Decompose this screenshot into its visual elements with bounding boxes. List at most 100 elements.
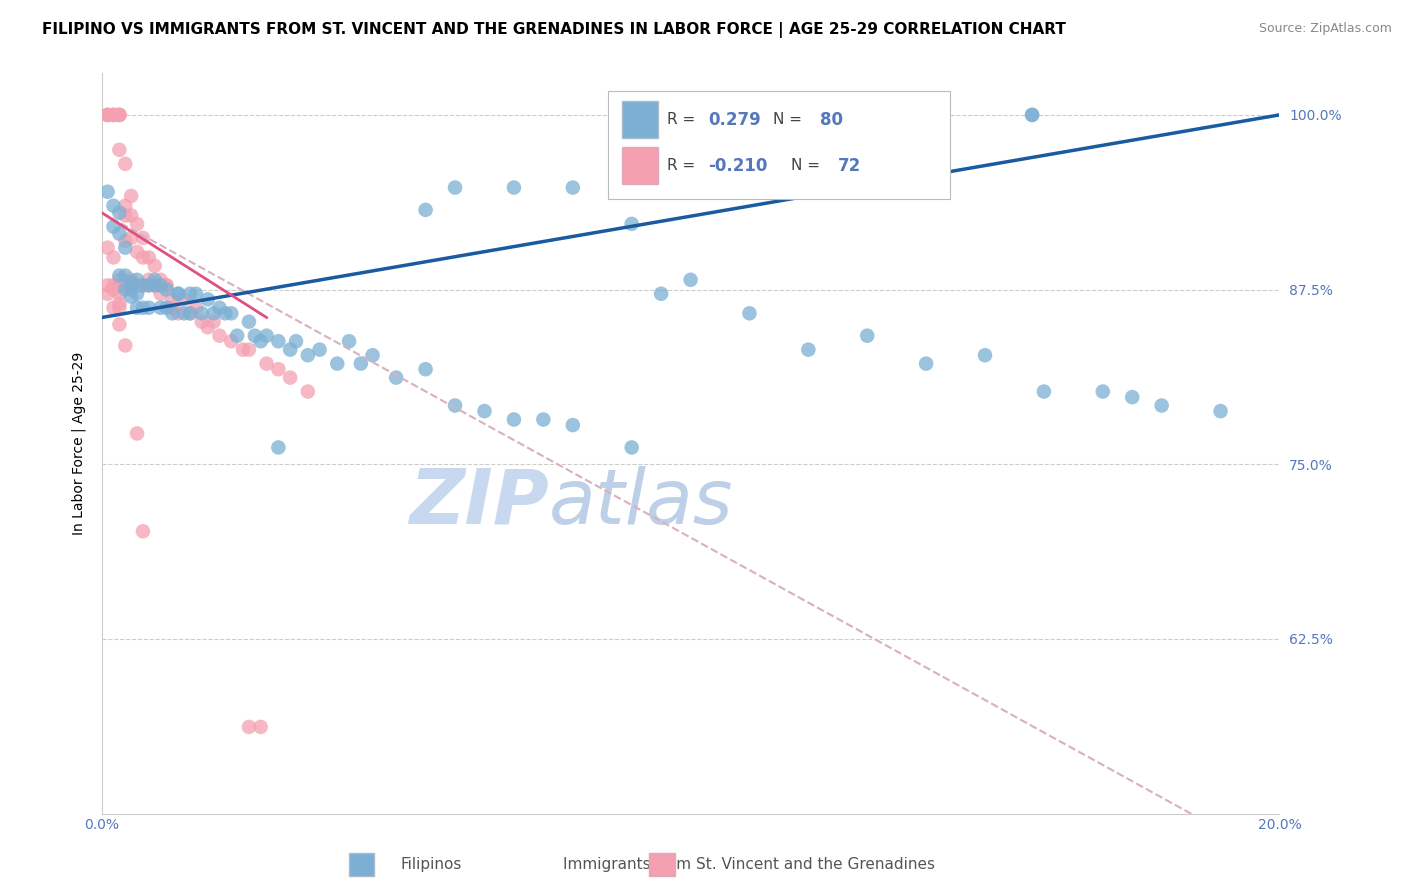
Point [114,283,136,297]
Point [326,357,349,371]
Point [108,273,131,287]
Text: Source: ZipAtlas.com: Source: ZipAtlas.com [1258,22,1392,36]
Point [179,286,201,301]
Point [149,301,172,315]
Point [108,318,131,332]
Point [415,202,437,217]
Text: N =: N = [773,112,807,128]
Point [179,306,201,320]
Point [125,426,148,441]
Text: Immigrants from St. Vincent and the Grenadines: Immigrants from St. Vincent and the Gren… [564,857,935,872]
Point [249,334,271,349]
Point [285,334,308,349]
Point [108,108,131,122]
Text: Filipinos: Filipinos [401,857,463,872]
Point [162,301,184,315]
Point [238,720,260,734]
Point [108,268,131,283]
Point [191,306,214,320]
Point [97,241,120,255]
Point [219,334,242,349]
Point [297,348,319,362]
Point [120,231,142,245]
Point [243,328,266,343]
Point [103,108,125,122]
Point [155,301,177,315]
Point [856,328,879,343]
Point [179,306,201,320]
Point [97,108,120,122]
Point [208,328,231,343]
Point [103,219,125,234]
Point [155,278,177,293]
Point [444,180,467,194]
Point [97,278,120,293]
Point [238,343,260,357]
Point [97,108,120,122]
Point [1150,399,1173,413]
Point [197,320,219,334]
Point [114,234,136,248]
Text: -0.210: -0.210 [709,157,768,175]
Point [125,244,148,259]
Point [143,259,166,273]
Point [208,301,231,315]
Point [202,315,225,329]
Point [620,217,643,231]
Point [337,334,360,349]
Point [103,108,125,122]
Point [114,338,136,352]
Point [1021,108,1043,122]
Point [256,357,278,371]
Point [650,286,672,301]
Point [1091,384,1114,399]
Point [256,328,278,343]
Point [103,251,125,265]
Point [267,334,290,349]
Text: 72: 72 [838,157,860,175]
Point [1209,404,1232,418]
Point [620,441,643,455]
Point [138,273,160,287]
Point [97,286,120,301]
Point [114,157,136,171]
Point [108,108,131,122]
Point [138,278,160,293]
Point [114,278,136,293]
Point [1121,390,1143,404]
Text: 0.279: 0.279 [709,111,761,128]
Text: ZIP: ZIP [409,466,550,540]
Text: atlas: atlas [550,466,734,540]
Point [226,328,249,343]
Point [108,278,131,293]
Point [249,720,271,734]
Point [120,283,142,297]
Point [1021,108,1043,122]
Point [108,108,131,122]
Point [415,362,437,376]
Point [561,180,583,194]
Point [103,108,125,122]
Y-axis label: In Labor Force | Age 25-29: In Labor Force | Age 25-29 [72,351,86,535]
Point [308,343,330,357]
Point [108,205,131,219]
Point [679,273,702,287]
Point [138,278,160,293]
Text: N =: N = [790,158,824,173]
Point [138,301,160,315]
Point [120,209,142,223]
Point [103,199,125,213]
Point [120,189,142,203]
Point [350,357,373,371]
Text: R =: R = [666,112,700,128]
Point [143,273,166,287]
Point [503,412,526,426]
Point [108,227,131,241]
Point [120,289,142,303]
Point [125,301,148,315]
Point [125,273,148,287]
Point [108,143,131,157]
Point [108,296,131,310]
Point [267,441,290,455]
Point [184,301,207,315]
